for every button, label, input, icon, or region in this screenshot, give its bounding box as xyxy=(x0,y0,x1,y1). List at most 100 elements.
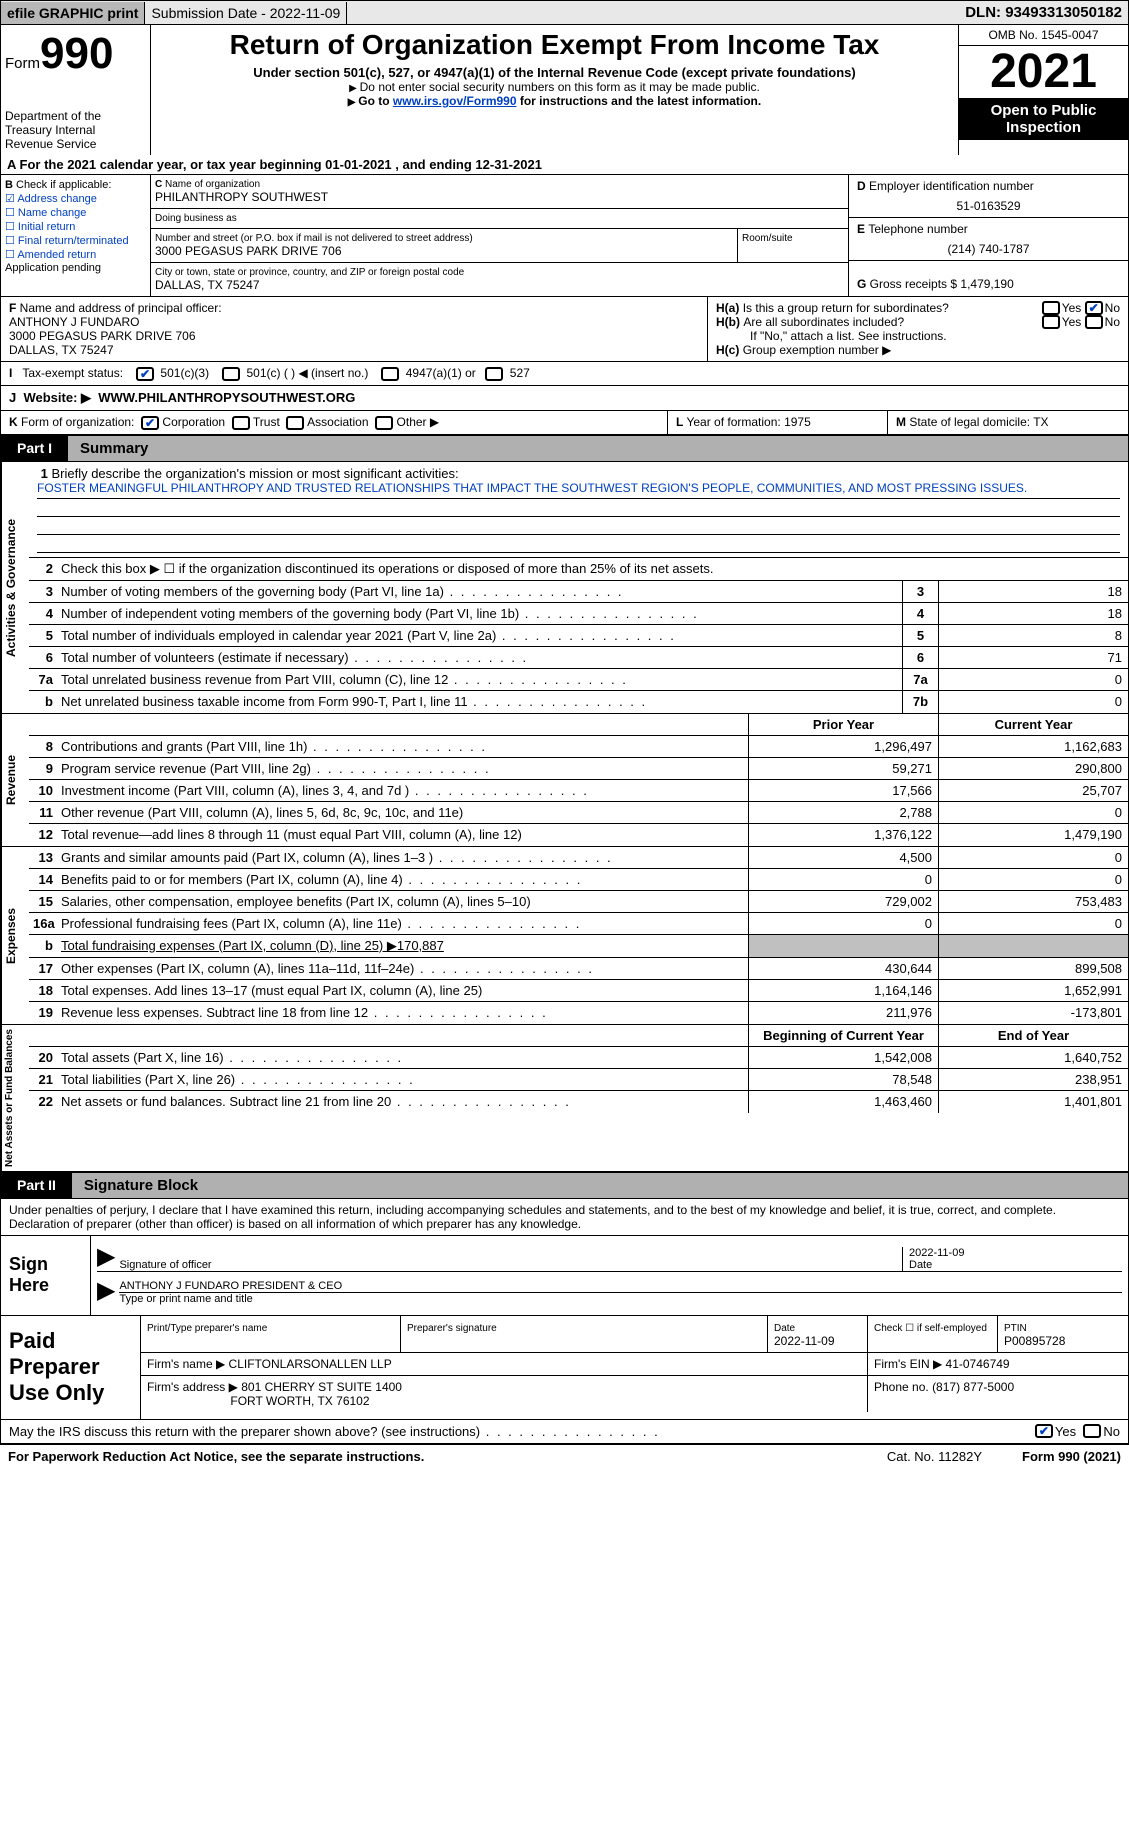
submission-date: Submission Date - 2022-11-09 xyxy=(145,2,347,24)
final-lbl: Final return/terminated xyxy=(18,235,129,247)
org-name: PHILANTHROPY SOUTHWEST xyxy=(155,190,844,204)
ha-yes[interactable] xyxy=(1042,301,1060,315)
firm-ein-lbl: Firm's EIN ▶ xyxy=(874,1357,942,1371)
c13: 0 xyxy=(938,847,1128,868)
cb-trust[interactable] xyxy=(232,416,250,430)
c11: 0 xyxy=(938,802,1128,823)
q7b: Net unrelated business taxable income fr… xyxy=(57,691,902,713)
phone-value: (214) 740-1787 xyxy=(857,236,1120,256)
paid-preparer-lbl: Paid Preparer Use Only xyxy=(1,1316,141,1419)
p20: 1,542,008 xyxy=(748,1047,938,1068)
c10: 25,707 xyxy=(938,780,1128,801)
irs-link[interactable]: www.irs.gov/Form990 xyxy=(393,94,517,108)
addr-change-lbl: Address change xyxy=(17,193,97,205)
officer-printed: ANTHONY J FUNDARO PRESIDENT & CEO xyxy=(119,1280,1122,1293)
hb-lbl: Are all subordinates included? xyxy=(743,315,1041,329)
hb-no[interactable] xyxy=(1085,315,1103,329)
l8: Contributions and grants (Part VIII, lin… xyxy=(57,736,748,757)
firm-phone-lbl: Phone no. xyxy=(874,1380,929,1394)
p17: 430,644 xyxy=(748,958,938,979)
ha-no[interactable]: ✔ xyxy=(1085,301,1103,315)
vtab-na: Net Assets or Fund Balances xyxy=(1,1025,29,1171)
q1-lbl: Briefly describe the organization's miss… xyxy=(51,466,458,481)
mission-blank1 xyxy=(37,499,1120,517)
part1-header: Part I Summary xyxy=(0,435,1129,462)
expenses-section: Expenses 13Grants and similar amounts pa… xyxy=(0,847,1129,1025)
cb-4947[interactable] xyxy=(381,367,399,381)
cb-corp[interactable]: ✔ xyxy=(141,416,159,430)
l10: Investment income (Part VIII, column (A)… xyxy=(57,780,748,801)
p9: 59,271 xyxy=(748,758,938,779)
q5: Total number of individuals employed in … xyxy=(57,625,902,646)
c18: 1,652,991 xyxy=(938,980,1128,1001)
yes-lbl: Yes xyxy=(1062,301,1082,315)
c16a: 0 xyxy=(938,913,1128,934)
c16b xyxy=(938,935,1128,957)
netassets-section: Net Assets or Fund Balances Beginning of… xyxy=(0,1025,1129,1172)
amend-lbl: Amended return xyxy=(17,249,96,261)
p16a: 0 xyxy=(748,913,938,934)
cb-name-change[interactable]: ☐ Name change xyxy=(5,206,146,219)
dba-lbl: Doing business as xyxy=(155,213,844,224)
c20: 1,640,752 xyxy=(938,1047,1128,1068)
c8: 1,162,683 xyxy=(938,736,1128,757)
prior-hdr: Prior Year xyxy=(748,714,938,735)
firm-addr-lbl: Firm's address ▶ xyxy=(147,1380,238,1394)
cb-other[interactable] xyxy=(375,416,393,430)
cb-initial-return[interactable]: ☐ Initial return xyxy=(5,220,146,233)
l11: Other revenue (Part VIII, column (A), li… xyxy=(57,802,748,823)
cb-501c[interactable] xyxy=(222,367,240,381)
gross-value: 1,479,190 xyxy=(960,277,1013,291)
v4: 18 xyxy=(938,603,1128,624)
form-number: 990 xyxy=(40,29,113,78)
l22: Net assets or fund balances. Subtract li… xyxy=(57,1091,748,1113)
cb-assoc[interactable] xyxy=(286,416,304,430)
mission-text: FOSTER MEANINGFUL PHILANTHROPY AND TRUST… xyxy=(37,481,1120,499)
city-value: DALLAS, TX 75247 xyxy=(155,278,844,292)
no-ssn-note: Do not enter social security numbers on … xyxy=(159,80,950,94)
cb-final-return[interactable]: ☐ Final return/terminated xyxy=(5,234,146,247)
q4: Number of independent voting members of … xyxy=(57,603,902,624)
hb-yes[interactable] xyxy=(1042,315,1060,329)
beg-hdr: Beginning of Current Year xyxy=(748,1025,938,1046)
l20: Total assets (Part X, line 16) xyxy=(57,1047,748,1068)
mission-blank3 xyxy=(37,535,1120,553)
l9: Program service revenue (Part VIII, line… xyxy=(57,758,748,779)
officer-lbl: Name and address of principal officer: xyxy=(20,301,222,315)
ein-lbl: Employer identification number xyxy=(869,179,1034,193)
vtab-rev: Revenue xyxy=(1,714,29,846)
sign-here-block: Sign Here ▶ Signature of officer 2022-11… xyxy=(0,1236,1129,1316)
part2-header: Part II Signature Block xyxy=(0,1172,1129,1199)
may-no-lbl: No xyxy=(1103,1424,1120,1439)
may-yes-lbl: Yes xyxy=(1055,1424,1076,1439)
curr-hdr: Current Year xyxy=(938,714,1128,735)
l17: Other expenses (Part IX, column (A), lin… xyxy=(57,958,748,979)
may-no[interactable] xyxy=(1083,1424,1101,1438)
activities-governance: Activities & Governance 1 Briefly descri… xyxy=(0,462,1129,714)
website-value: WWW.PHILANTHROPYSOUTHWEST.ORG xyxy=(98,390,355,405)
4947-lbl: 4947(a)(1) or xyxy=(406,366,476,380)
self-emp-lbl: Check ☐ if self-employed xyxy=(874,1323,987,1334)
state-lbl: State of legal domicile: xyxy=(909,415,1030,429)
cb-amended[interactable]: ☐ Amended return xyxy=(5,248,146,261)
sig-officer-lbl: Signature of officer xyxy=(119,1259,211,1271)
l18: Total expenses. Add lines 13–17 (must eq… xyxy=(57,980,748,1001)
firm-addr1: 801 CHERRY ST SUITE 1400 xyxy=(241,1380,402,1394)
row-j: J Website: ▶ WWW.PHILANTHROPYSOUTHWEST.O… xyxy=(0,386,1129,411)
page-footer: For Paperwork Reduction Act Notice, see … xyxy=(0,1444,1129,1468)
corp-lbl: Corporation xyxy=(162,415,225,429)
v7b: 0 xyxy=(938,691,1128,713)
cat-no: Cat. No. 11282Y xyxy=(887,1449,982,1464)
may-discuss-lbl: May the IRS discuss this return with the… xyxy=(9,1424,1035,1439)
perjury-declaration: Under penalties of perjury, I declare th… xyxy=(0,1199,1129,1236)
street-value: 3000 PEGASUS PARK DRIVE 706 xyxy=(155,244,733,258)
cb-app-pending[interactable]: Application pending xyxy=(5,262,146,274)
cb-501c3[interactable]: ✔ xyxy=(136,367,154,381)
l13: Grants and similar amounts paid (Part IX… xyxy=(57,847,748,868)
may-yes[interactable]: ✔ xyxy=(1035,1424,1053,1438)
form-prefix: Form xyxy=(5,55,40,72)
efile-print-button[interactable]: efile GRAPHIC print xyxy=(1,2,145,24)
cb-527[interactable] xyxy=(485,367,503,381)
sig-date: 2022-11-09 xyxy=(909,1247,964,1259)
cb-address-change[interactable]: ☑ Address change xyxy=(5,192,146,205)
